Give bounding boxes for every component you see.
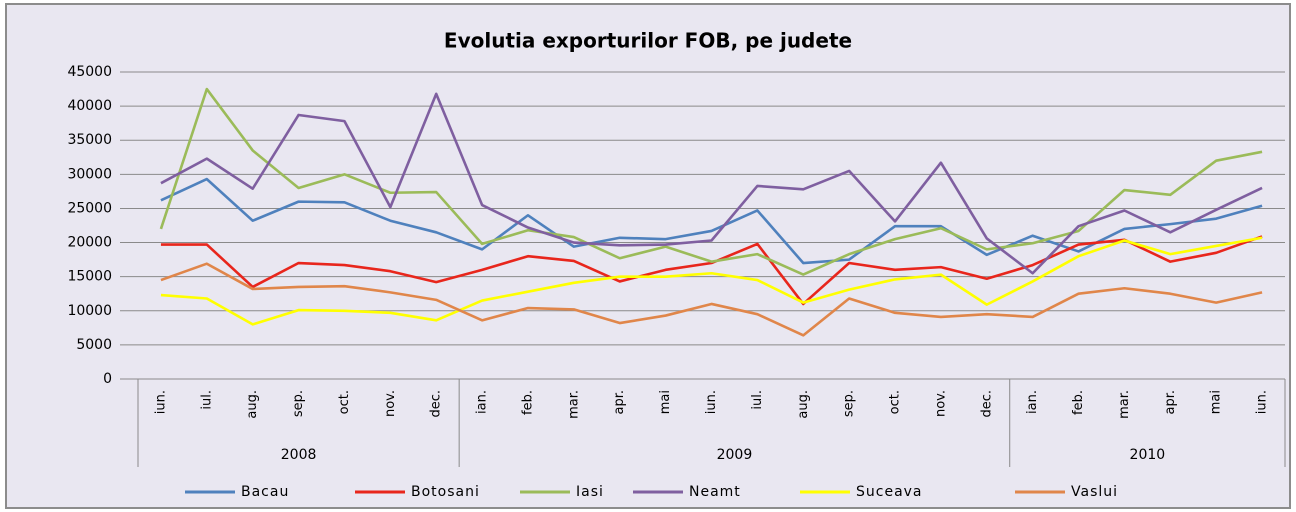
x-tick-label: ian.: [475, 390, 490, 414]
y-tick-label: 15000: [67, 269, 112, 285]
x-tick-label: iun.: [704, 390, 719, 414]
x-tick-label: feb.: [1071, 390, 1086, 415]
legend-label: Neamt: [689, 484, 741, 500]
x-tick-label: iun.: [1255, 390, 1270, 414]
y-tick-label: 10000: [67, 303, 112, 319]
y-tick-label: 45000: [67, 64, 112, 80]
x-tick-label: oct.: [337, 390, 352, 414]
y-tick-label: 20000: [67, 235, 112, 251]
chart-area: [5, 3, 1291, 509]
x-tick-label: sep.: [291, 390, 306, 417]
series-line: [159, 87, 1263, 276]
x-tick-label: aug.: [796, 390, 811, 419]
y-tick-label: 5000: [76, 337, 112, 353]
chart-title: Evolutia exporturilor FOB, pe judete: [444, 29, 852, 53]
legend-label: Suceava: [856, 484, 923, 500]
legend-label: Bacau: [241, 484, 289, 500]
x-tick-label: iul.: [199, 390, 214, 410]
y-tick-label: 0: [103, 371, 112, 387]
legend-label: Iasi: [576, 484, 604, 500]
x-tick-label: aug.: [245, 390, 260, 419]
series-line: [160, 92, 1263, 275]
x-tick-label: ian.: [1025, 390, 1040, 414]
group-label: 2008: [281, 447, 317, 463]
series-line: [160, 262, 1263, 337]
x-tick-label: apr.: [1163, 390, 1178, 415]
x-tick-label: sep.: [842, 390, 857, 417]
group-label: 2009: [717, 447, 753, 463]
y-tick-label: 35000: [67, 132, 112, 148]
x-tick-label: nov.: [933, 390, 948, 417]
series-line: [160, 235, 1263, 306]
x-tick-label: nov.: [383, 390, 398, 417]
x-tick-label: mai: [658, 390, 673, 414]
x-tick-label: apr.: [612, 390, 627, 415]
x-tick-label: dec.: [979, 390, 994, 418]
y-tick-label: 25000: [67, 200, 112, 216]
x-tick-label: mai: [1209, 390, 1224, 414]
y-tick-label: 40000: [67, 98, 112, 114]
series-line: [160, 236, 1263, 326]
group-label: 2010: [1130, 447, 1166, 463]
x-tick-label: mar.: [566, 390, 581, 419]
legend-label: Vaslui: [1071, 484, 1118, 500]
x-tick-label: mar.: [1117, 390, 1132, 419]
x-tick-label: iun.: [153, 390, 168, 414]
x-tick-label: iul.: [750, 390, 765, 410]
y-tick-label: 30000: [67, 166, 112, 182]
x-tick-label: dec.: [429, 390, 444, 418]
x-tick-label: oct.: [888, 390, 903, 414]
series-line: [160, 177, 1263, 265]
legend-label: Botosani: [411, 484, 480, 500]
x-tick-label: feb.: [520, 390, 535, 415]
